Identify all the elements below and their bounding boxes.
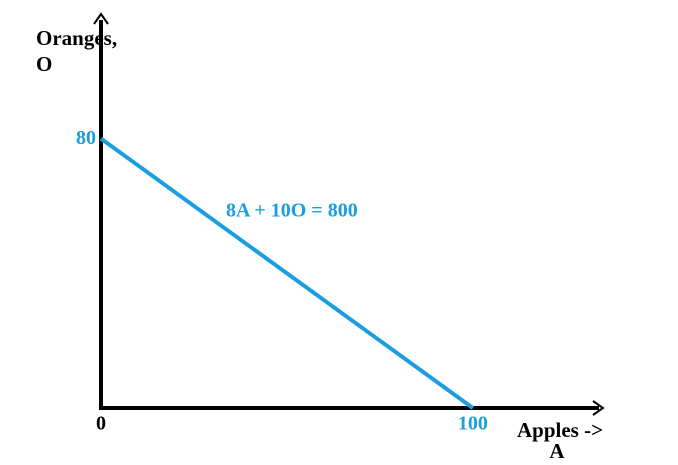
- y-axis-label: Oranges,: [36, 26, 117, 50]
- y-axis-arrow: [93, 12, 109, 25]
- x-axis-label: A: [549, 439, 565, 463]
- y-axis-label: O: [36, 52, 52, 76]
- y-tick-label: 80: [76, 127, 96, 149]
- x-axis-arrow: [592, 400, 605, 416]
- x-tick-label: 100: [458, 413, 488, 435]
- x-tick-label: 0: [96, 413, 106, 435]
- x-axis-label: Apples ->: [517, 418, 603, 442]
- equation-annotation: 8A + 10O = 800: [226, 200, 358, 222]
- budget-line: [99, 136, 475, 410]
